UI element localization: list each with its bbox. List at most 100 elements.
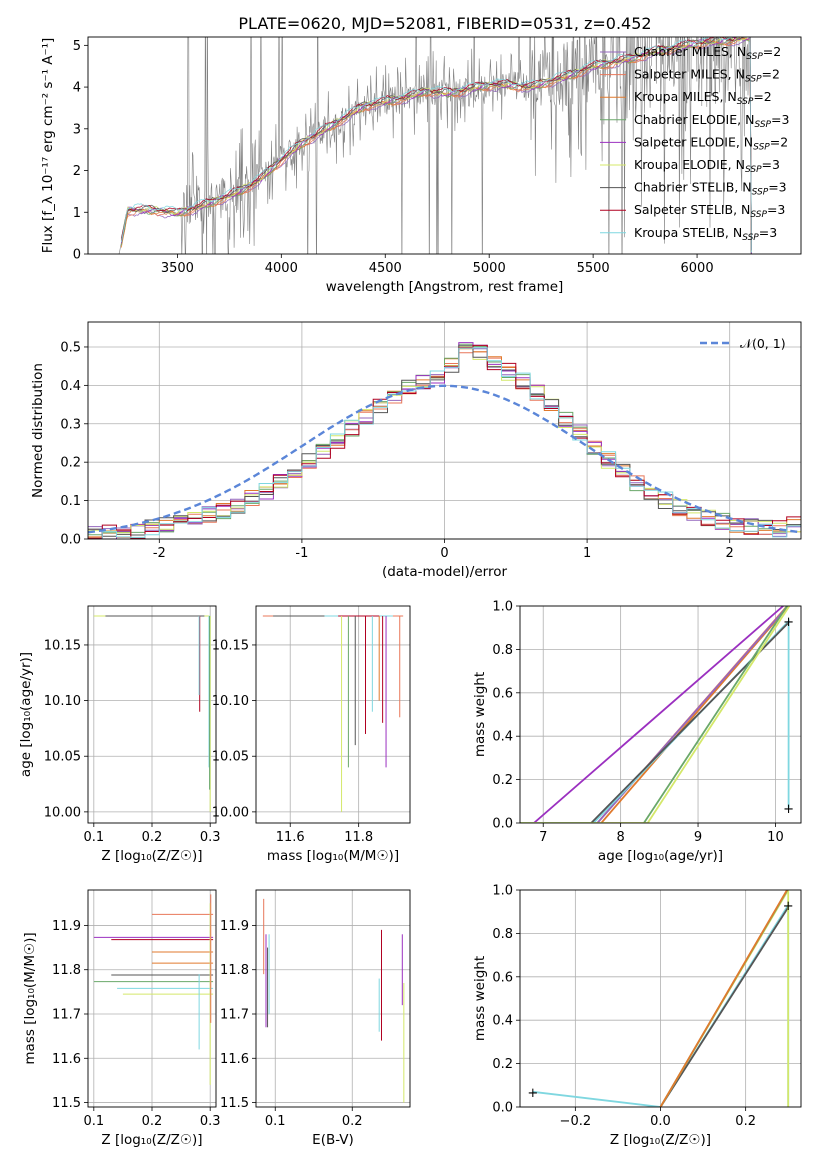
spectrum-legend: Chabrier MILES, NSSP=2 Salpeter MILES, NS…: [600, 44, 789, 243]
plot-area: [262, 615, 404, 812]
x-tick-label: 0.1: [83, 1114, 104, 1129]
legend-entry: Kroupa ELODIE, NSSP=3: [634, 157, 780, 175]
y-tick-label: 0.2: [492, 773, 513, 788]
y-tick-label: 11.7: [52, 1008, 81, 1023]
y-axis-label: age [log₁₀(age/yr)]: [18, 652, 34, 777]
x-tick-label: 7: [539, 830, 547, 845]
cumulative-age-marker: +: [783, 615, 794, 630]
x-tick-label: 9: [694, 830, 702, 845]
plot-area: [93, 894, 214, 1085]
x-axis-label: mass [log₁₀(M/M☉)]: [267, 848, 399, 864]
y-tick-label: 0.4: [492, 730, 513, 745]
figure-title: PLATE=0620, MJD=52081, FIBERID=0531, z=0…: [238, 14, 651, 33]
y-tick-label: 0.0: [492, 1101, 513, 1116]
y-axis-label: mass weight: [472, 672, 488, 757]
y-axis-label: Flux [f_λ 10⁻¹⁷ erg cm⁻² s⁻¹ A⁻¹]: [40, 38, 56, 254]
y-tick-label: 5: [73, 39, 81, 54]
y-tick-label: 0.3: [60, 417, 81, 432]
y-tick-label: 10.15: [212, 638, 249, 653]
cumulative-Z-marker: +: [783, 899, 794, 914]
x-tick-label: 1: [583, 546, 591, 561]
plot-area: [88, 342, 801, 539]
cumulative-age-chabrier_elodie: [643, 606, 788, 823]
normal-curve: [88, 384, 801, 534]
axes-mass-vs-ebv: 0.1 0.2 11.5 11.6 11.7 11.8 11.9 E(B-V): [220, 889, 411, 1148]
cumulative-Z-chabrier_stelib: [659, 906, 789, 1107]
x-tick-label: 0.2: [142, 1114, 163, 1129]
y-tick-label: 3: [73, 122, 81, 137]
y-tick-label: 11.8: [220, 963, 249, 978]
y-tick-label: 1.0: [492, 884, 513, 899]
axes-frame: [87, 36, 802, 255]
y-tick-label: 11.5: [220, 1096, 249, 1111]
legend-entry: Chabrier MILES, NSSP=2: [634, 44, 781, 62]
axes-residuals: -2 -1 0 1 2 0.0 0.1 0.2 0.3 0.4 0.5 (data-model)/er…: [30, 321, 802, 580]
x-tick-label: 0.2: [735, 1114, 756, 1129]
cumulative-age-marker: +: [783, 802, 794, 817]
x-tick-label: 0: [440, 546, 448, 561]
x-axis-label: Z [log₁₀(Z/Z☉)]: [101, 1132, 202, 1148]
y-tick-label: 0.4: [492, 1014, 513, 1029]
x-tick-label: 8: [616, 830, 624, 845]
y-tick-label: 11.7: [220, 1008, 249, 1023]
y-tick-label: 0: [73, 248, 81, 263]
y-tick-label: 0.6: [492, 686, 513, 701]
x-tick-label: 10: [767, 830, 784, 845]
x-axis-label: E(B-V): [312, 1132, 354, 1148]
axes-spectrum: 3500 4000 4500 5000 5500 6000 0 1 2 3 4 5 wavelength…: [40, 36, 802, 295]
plot-area: [263, 898, 405, 1103]
axes-frame: [519, 605, 802, 824]
residual-histogram-salpeter_stelib: [88, 344, 801, 539]
y-tick-label: 2: [73, 164, 81, 179]
y-tick-label: 0.2: [60, 456, 81, 471]
cumulative-age-salpeter_elodie: [533, 606, 784, 823]
y-tick-label: 10.10: [212, 694, 249, 709]
legend-entry: Salpeter ELODIE, NSSP=2: [634, 134, 788, 152]
y-tick-label: 10.00: [44, 805, 81, 820]
x-axis-label: (data-model)/error: [382, 564, 508, 580]
x-tick-label: -2: [153, 546, 166, 561]
legend-entry: Salpeter MILES, NSSP=2: [634, 67, 780, 85]
cumulative-age-kroupa_miles: [600, 606, 790, 823]
y-axis-label: Normed distribution: [30, 363, 46, 498]
y-tick-label: 0.8: [492, 927, 513, 942]
cumulative-Z-marker: +: [527, 1086, 538, 1101]
model-spectrum-salpeter_stelib: [120, 37, 752, 251]
x-tick-label: 0.3: [200, 1114, 221, 1129]
x-tick-label: 5500: [577, 261, 610, 276]
x-tick-label: 4500: [369, 261, 402, 276]
y-tick-label: 11.9: [220, 919, 249, 934]
y-axis-label: mass [log₁₀(M/M☉)]: [22, 932, 38, 1064]
plot-area: [520, 606, 791, 823]
axes-frame: [255, 889, 411, 1108]
y-tick-label: 10.05: [212, 750, 249, 765]
y-tick-label: 10.00: [212, 805, 249, 820]
x-tick-label: 2: [726, 546, 734, 561]
x-tick-label: 4000: [265, 261, 298, 276]
y-tick-label: 11.8: [52, 963, 81, 978]
y-tick-label: 10.10: [44, 694, 81, 709]
normal-legend-label: 𝒩(0, 1): [740, 336, 786, 351]
x-tick-label: 6000: [681, 261, 714, 276]
observed-spectrum: [118, 37, 752, 254]
x-tick-label: 0.2: [142, 830, 163, 845]
cumulative-age-kroupa_elodie: [520, 606, 791, 823]
y-tick-label: 0.1: [60, 494, 81, 509]
y-tick-label: 0.4: [60, 379, 81, 394]
legend-entry: Kroupa MILES, NSSP=2: [634, 89, 772, 107]
plot-area: [532, 890, 790, 1107]
x-tick-label: 11.8: [344, 830, 373, 845]
y-tick-label: 0.5: [60, 340, 81, 355]
x-tick-label: 5000: [473, 261, 506, 276]
cumulative-Z-kroupa_miles: [659, 890, 788, 1107]
axes-mass-vs-Z: 0.1 0.2 0.3 11.5 11.6 11.7 11.8 11.9 Z [log₁₀(Z/…: [22, 889, 221, 1148]
y-tick-label: 4: [73, 81, 81, 96]
model-spectrum-chabrier_stelib: [120, 37, 752, 251]
y-tick-label: 10.05: [44, 750, 81, 765]
x-axis-label: Z [log₁₀(Z/Z☉)]: [610, 1132, 711, 1148]
x-tick-label: 0.1: [265, 1114, 286, 1129]
y-tick-label: 0.8: [492, 643, 513, 658]
x-tick-label: 0.1: [83, 830, 104, 845]
y-tick-label: 11.6: [220, 1052, 249, 1067]
cumulative-age-chabrier_stelib: [590, 622, 789, 823]
